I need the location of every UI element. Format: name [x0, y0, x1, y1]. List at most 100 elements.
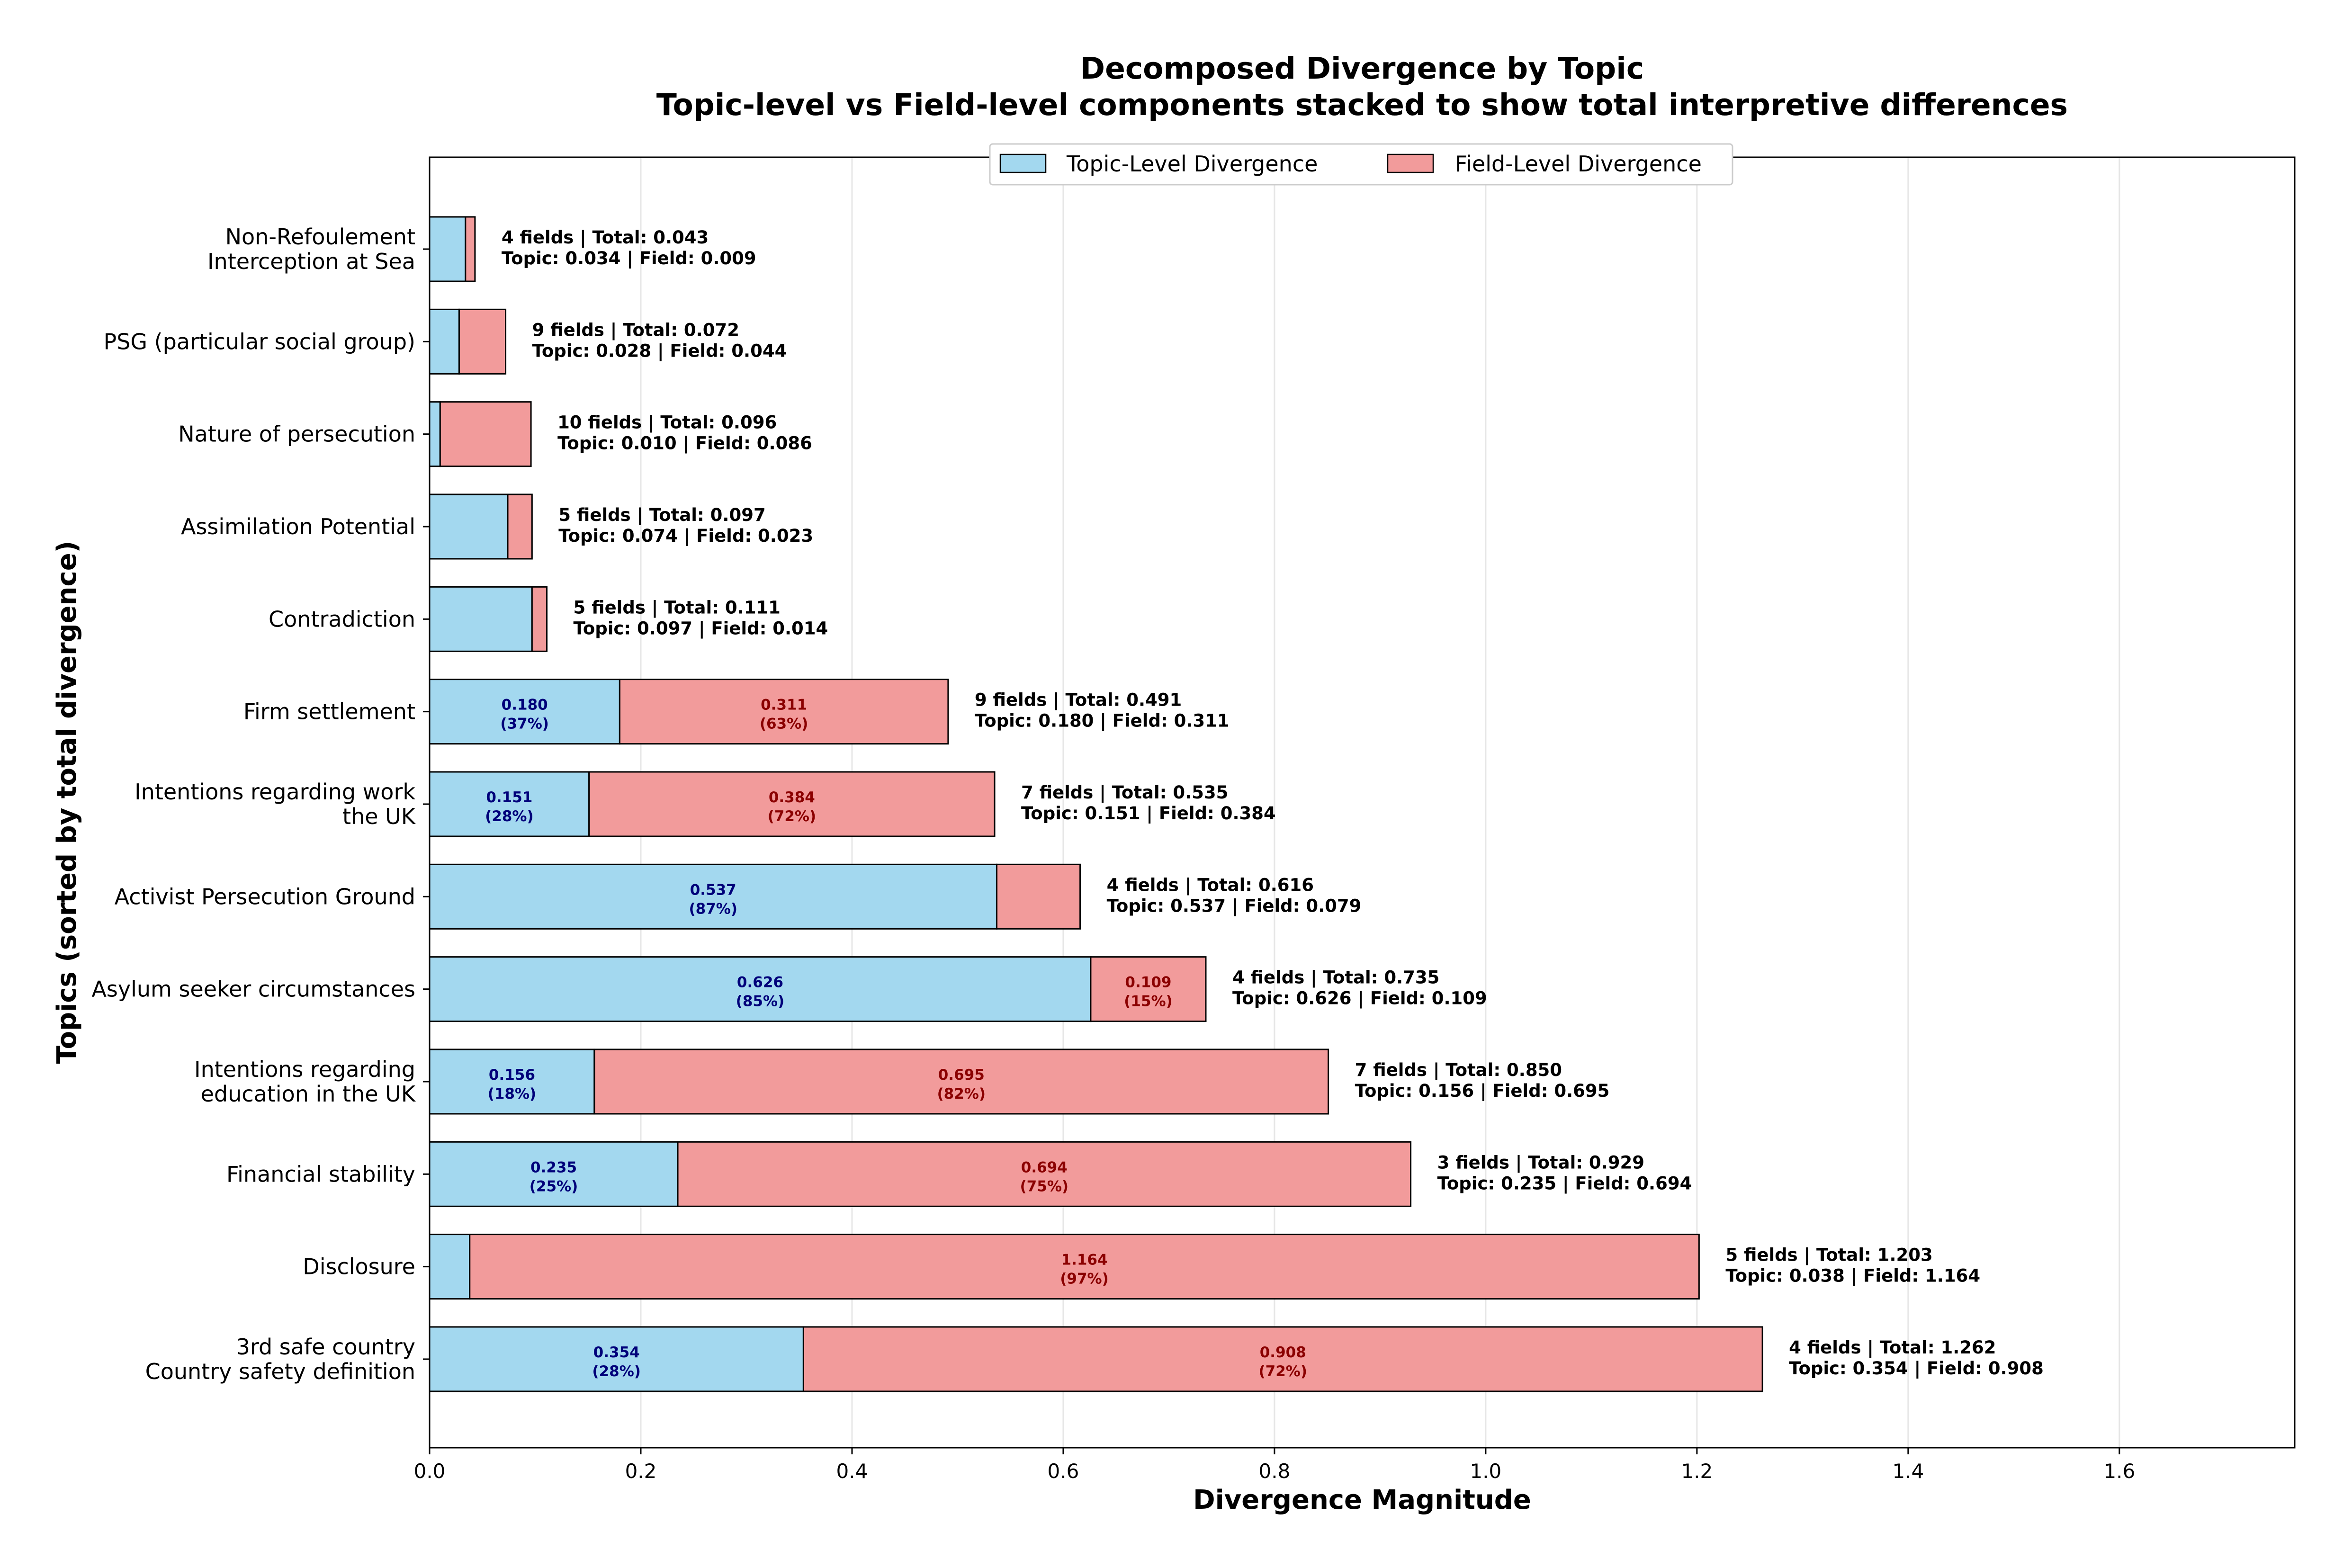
bar-field [619, 679, 949, 745]
bar-field [507, 493, 533, 560]
y-tick-label: Interception at Sea [207, 249, 415, 274]
x-axis-label: Divergence Magnitude [1193, 1485, 1531, 1515]
bar-field [531, 586, 548, 652]
bar-field [469, 1234, 1700, 1300]
bar-annotation-line1: 5 fields | Total: 1.203 [1725, 1245, 1932, 1265]
y-tick-label: the UK [342, 804, 416, 829]
bar-field-pct-label: (82%) [937, 1085, 986, 1102]
y-tick-label: Intentions regarding work [135, 779, 415, 805]
x-tick-label: 0.2 [625, 1460, 657, 1483]
x-tick-label: 0.8 [1259, 1460, 1291, 1483]
bar-annotation-line2: Topic: 0.074 | Field: 0.023 [558, 526, 813, 546]
y-tick-label: Country safety definition [145, 1359, 415, 1384]
bar-annotation-line1: 7 fields | Total: 0.850 [1355, 1060, 1562, 1080]
bar-annotation-line2: Topic: 0.028 | Field: 0.044 [532, 340, 787, 361]
x-tick-label: 0.6 [1048, 1460, 1079, 1483]
y-tick-label: Intentions regarding [194, 1057, 415, 1082]
x-tick-label: 0.0 [414, 1460, 446, 1483]
bar-field-value-label: 0.311 [761, 697, 807, 714]
bar-annotation-line1: 4 fields | Total: 0.735 [1232, 968, 1439, 988]
x-tick-label: 1.4 [1892, 1460, 1924, 1483]
bar-field [588, 771, 996, 837]
bar-topic-value-label: 0.626 [737, 974, 783, 991]
y-tick-label: Firm settlement [243, 699, 415, 725]
bar-field [996, 863, 1081, 930]
bar-annotation-line2: Topic: 0.354 | Field: 0.908 [1789, 1358, 2044, 1379]
bar-topic [429, 956, 1092, 1022]
legend-swatch-topic [999, 153, 1047, 173]
x-tick-label: 0.4 [836, 1460, 868, 1483]
bar-topic [429, 493, 509, 560]
bar-annotation-line1: 4 fields | Total: 0.043 [502, 227, 709, 248]
x-tick-label: 1.2 [1681, 1460, 1713, 1483]
y-tick-label: 3rd safe country [236, 1334, 415, 1360]
bar-field [465, 216, 476, 282]
bar-topic [429, 308, 460, 375]
y-tick-label: Contradiction [269, 606, 415, 632]
bar-annotation-line1: 4 fields | Total: 0.616 [1107, 875, 1314, 895]
y-tick-label: Non-Refoulement [225, 224, 415, 250]
bar-field-value-label: 0.908 [1260, 1344, 1306, 1361]
bar-annotation-line2: Topic: 0.151 | Field: 0.384 [1021, 803, 1276, 824]
x-tick-label: 1.6 [2103, 1460, 2135, 1483]
bar-field [458, 308, 507, 375]
bar-annotation-line1: 9 fields | Total: 0.491 [975, 690, 1182, 710]
bar-annotation-line2: Topic: 0.038 | Field: 1.164 [1725, 1266, 1980, 1286]
legend-frame [989, 143, 1733, 186]
bar-field [439, 401, 532, 467]
axis-ticks: 0.0 0.2 0.4 0.6 0.8 1.0 1.2 1.4 1.6 Non-Refouleme… [91, 224, 2135, 1483]
bar-annotation-line1: 3 fields | Total: 0.929 [1437, 1152, 1644, 1173]
legend-label-topic: Topic-Level Divergence [1066, 151, 1318, 177]
y-tick-label: Activist Persecution Ground [115, 884, 415, 909]
bar-topic-pct-label: (87%) [689, 900, 737, 917]
bar-field [593, 1048, 1329, 1115]
bar-annotation-line2: Topic: 0.034 | Field: 0.009 [502, 248, 756, 269]
bar-annotation-line1: 10 fields | Total: 0.096 [557, 412, 777, 433]
bar-annotation-line2: Topic: 0.156 | Field: 0.695 [1355, 1081, 1610, 1101]
bar-field-pct-label: (15%) [1124, 993, 1173, 1010]
y-tick-label: education in the UK [201, 1081, 416, 1107]
bar-topic-pct-label: (28%) [592, 1363, 641, 1380]
bar-topic-pct-label: (25%) [530, 1178, 578, 1195]
bar-topic [429, 679, 620, 745]
bar-field-value-label: 0.384 [769, 789, 815, 806]
y-tick-label: Asylum seeker circumstances [91, 977, 415, 1002]
bar-annotation-line1: 5 fields | Total: 0.097 [558, 505, 765, 525]
bar-field [1090, 956, 1207, 1022]
bar-topic [429, 216, 467, 282]
bar-topic-value-label: 0.151 [486, 789, 532, 806]
bar-topic [429, 1141, 679, 1207]
y-axis-label: Topics (sorted by total divergence) [52, 541, 82, 1064]
bar-topic-value-label: 0.354 [593, 1344, 640, 1361]
bar-field-pct-label: (75%) [1020, 1178, 1069, 1195]
x-tick-label: 1.0 [1470, 1460, 1501, 1483]
bar-annotation-line2: Topic: 0.537 | Field: 0.079 [1107, 896, 1362, 916]
bar-annotation-line1: 4 fields | Total: 1.262 [1789, 1337, 1996, 1358]
bar-annotation-line1: 9 fields | Total: 0.072 [532, 320, 739, 340]
chart-subtitle: Topic-level vs Field-level components st… [656, 88, 2068, 122]
y-tick-label: Nature of persecution [178, 421, 415, 447]
bar-topic-value-label: 0.180 [502, 697, 548, 714]
bar-field-value-label: 0.694 [1021, 1159, 1068, 1176]
bar-topic-pct-label: (28%) [485, 808, 534, 825]
legend-label-field: Field-Level Divergence [1455, 151, 1702, 177]
bar-annotation-line1: 5 fields | Total: 0.111 [574, 597, 781, 618]
bar-field-pct-label: (72%) [768, 808, 817, 825]
legend-swatch-field [1387, 153, 1434, 173]
grid [429, 157, 2120, 1448]
bar-topic-value-label: 0.235 [530, 1159, 577, 1176]
bar-field-value-label: 0.695 [938, 1066, 985, 1084]
y-tick-label: Assimilation Potential [181, 514, 415, 539]
bar-annotation-line2: Topic: 0.097 | Field: 0.014 [574, 618, 828, 638]
bar-topic [429, 771, 590, 837]
bar-field-pct-label: (72%) [1258, 1363, 1307, 1380]
bar-annotation-line2: Topic: 0.180 | Field: 0.311 [975, 711, 1230, 731]
bar-topic-value-label: 0.537 [690, 881, 736, 898]
bar-topic-pct-label: (37%) [500, 716, 549, 733]
y-tick-label: Financial stability [226, 1161, 415, 1187]
bar-annotation-line2: Topic: 0.010 | Field: 0.086 [557, 433, 812, 454]
bar-topic [429, 586, 533, 652]
y-tick-label: Disclosure [303, 1254, 415, 1280]
